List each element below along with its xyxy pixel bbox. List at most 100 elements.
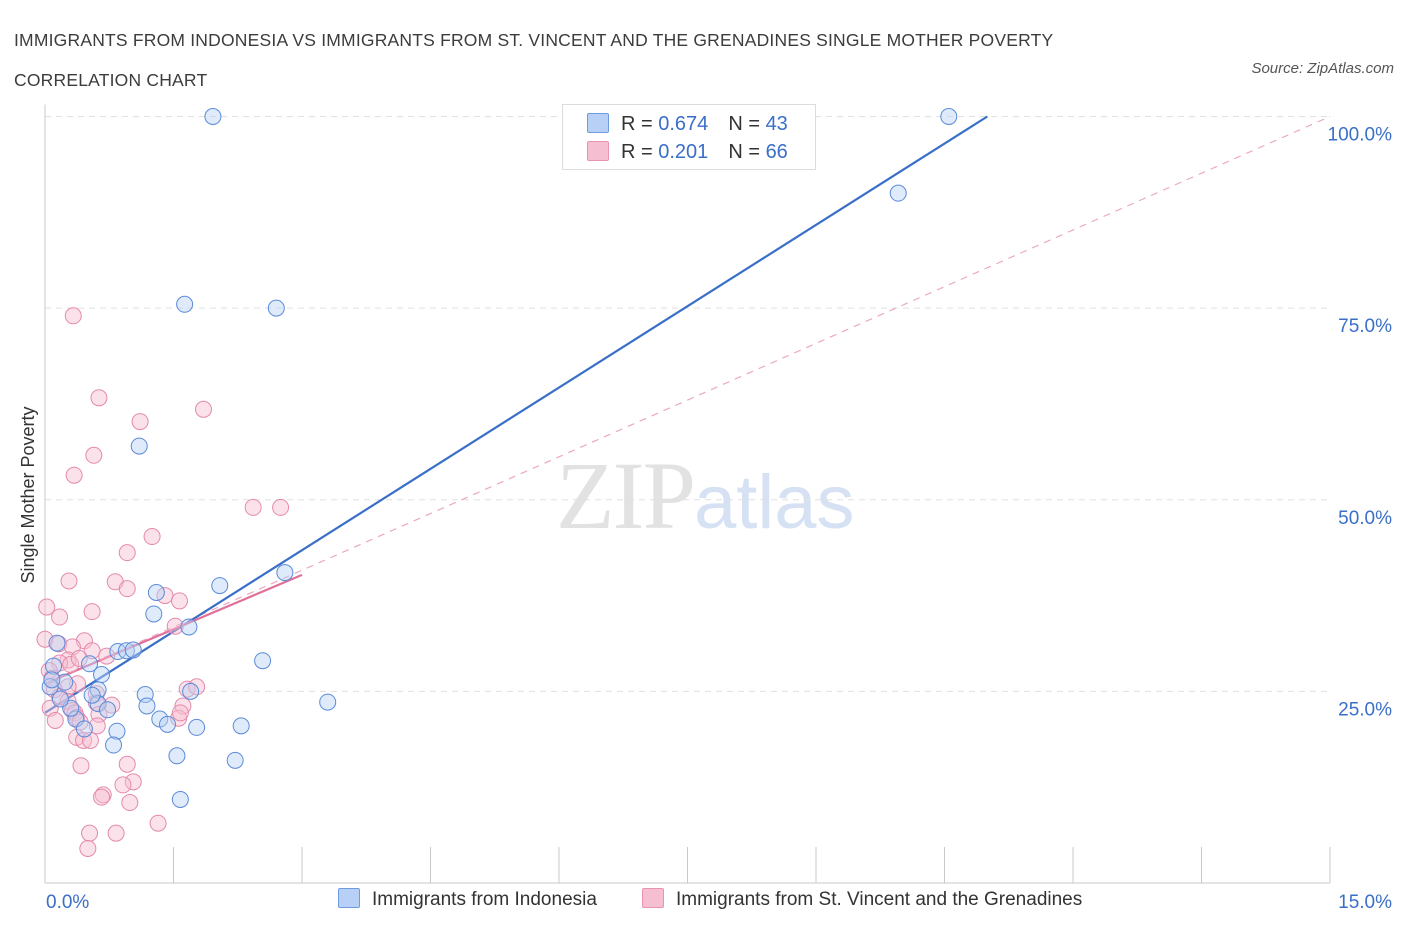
point-indonesia (889, 184, 907, 202)
point-stvincent (60, 572, 78, 590)
point-indonesia (319, 693, 337, 711)
legend-r-value: 0.201 (658, 141, 709, 163)
watermark: ZIPatlas (556, 440, 855, 551)
point-stvincent (50, 635, 68, 653)
stats-legend: R = 0.674 N = 43 R = 0.201 N = 66 (562, 104, 816, 170)
point-indonesia (75, 720, 93, 738)
point-stvincent (143, 528, 161, 546)
axes (44, 104, 1331, 884)
point-indonesia (117, 642, 135, 660)
series-label: Immigrants from St. Vincent and the Gren… (676, 889, 1083, 910)
point-indonesia (176, 295, 194, 313)
point-stvincent (94, 786, 112, 804)
point-indonesia (41, 678, 59, 696)
legend-n-value: 66 (765, 141, 788, 163)
point-stvincent (65, 466, 83, 484)
point-indonesia (188, 718, 206, 736)
legend-r-label: R = (621, 141, 659, 163)
y-tick-label: 75.0% (1338, 316, 1392, 337)
series-label: Immigrants from Indonesia (372, 889, 597, 910)
point-indonesia (254, 652, 272, 670)
point-indonesia (204, 108, 222, 125)
x-tick-label-min: 0.0% (46, 892, 89, 913)
y-tick-label: 100.0% (1328, 125, 1393, 146)
legend-n-label: N = (728, 113, 766, 135)
grid-lines (45, 116, 1330, 692)
point-indonesia (267, 299, 285, 317)
point-stvincent (131, 413, 149, 431)
point-stvincent (118, 755, 136, 773)
point-indonesia (99, 701, 117, 719)
trend-lines (44, 115, 1331, 714)
data-points (36, 108, 958, 858)
point-indonesia (226, 751, 244, 769)
trend-line-stvincent (44, 573, 303, 685)
point-stvincent (72, 757, 90, 775)
watermark-atlas: atlas (694, 460, 855, 545)
point-stvincent (171, 704, 189, 722)
point-stvincent (244, 498, 262, 516)
point-stvincent (64, 307, 82, 325)
point-stvincent (93, 788, 111, 806)
point-stvincent (85, 446, 103, 464)
point-indonesia (51, 690, 69, 708)
point-stvincent (51, 608, 69, 626)
legend-row-indonesia: R = 0.674 N = 43 (587, 113, 788, 141)
y-axis-title: Single Mother Poverty (18, 406, 38, 583)
point-indonesia (130, 437, 148, 455)
point-stvincent (46, 712, 64, 730)
point-stvincent (118, 580, 136, 598)
point-stvincent (107, 824, 125, 842)
point-stvincent (79, 840, 97, 858)
legend-r-value: 0.674 (658, 113, 709, 135)
series-legend-stvincent: Immigrants from St. Vincent and the Gren… (642, 888, 1082, 911)
source-label: Source: ZipAtlas.com (1251, 60, 1394, 77)
point-stvincent (69, 675, 87, 693)
point-stvincent (90, 389, 108, 407)
point-stvincent (83, 603, 101, 621)
watermark-zip: ZIP (556, 442, 696, 549)
point-indonesia (147, 583, 165, 601)
point-indonesia (145, 605, 163, 623)
point-stvincent (70, 649, 88, 667)
point-stvincent (121, 794, 139, 812)
point-indonesia (276, 564, 294, 582)
y-tick-label: 25.0% (1338, 699, 1392, 720)
point-stvincent (118, 544, 136, 562)
point-indonesia (108, 722, 126, 740)
series-swatch-pink (642, 888, 664, 908)
point-indonesia (232, 717, 250, 735)
point-stvincent (149, 814, 167, 832)
point-indonesia (159, 715, 177, 733)
point-indonesia (168, 747, 186, 765)
point-indonesia (105, 736, 123, 754)
point-stvincent (38, 598, 56, 616)
point-stvincent (272, 498, 290, 516)
series-legend-indonesia: Immigrants from Indonesia (338, 888, 597, 911)
chart-title: IMMIGRANTS FROM INDONESIA VS IMMIGRANTS … (14, 30, 1054, 90)
point-stvincent (81, 824, 99, 842)
point-indonesia (48, 634, 66, 652)
legend-n-label: N = (728, 141, 766, 163)
series-swatch-blue (338, 888, 360, 908)
point-stvincent (124, 773, 142, 791)
point-stvincent (62, 656, 80, 674)
point-indonesia (171, 790, 189, 808)
legend-r-label: R = (621, 113, 659, 135)
point-indonesia (940, 108, 958, 125)
y-tick-label: 50.0% (1338, 508, 1392, 529)
point-stvincent (166, 617, 184, 635)
point-indonesia (138, 697, 156, 715)
point-indonesia (83, 686, 101, 704)
point-indonesia (93, 666, 111, 684)
tick-labels: 25.0% 50.0% 75.0% 100.0% 0.0% 15.0% Single Mot… (18, 125, 1392, 914)
point-indonesia (180, 618, 198, 636)
point-indonesia (45, 657, 63, 675)
point-stvincent (170, 592, 188, 610)
legend-swatch-blue (587, 113, 609, 133)
point-indonesia (81, 655, 99, 673)
point-stvincent (88, 717, 106, 735)
trend-line-indonesia (44, 115, 988, 714)
point-indonesia (211, 577, 229, 595)
